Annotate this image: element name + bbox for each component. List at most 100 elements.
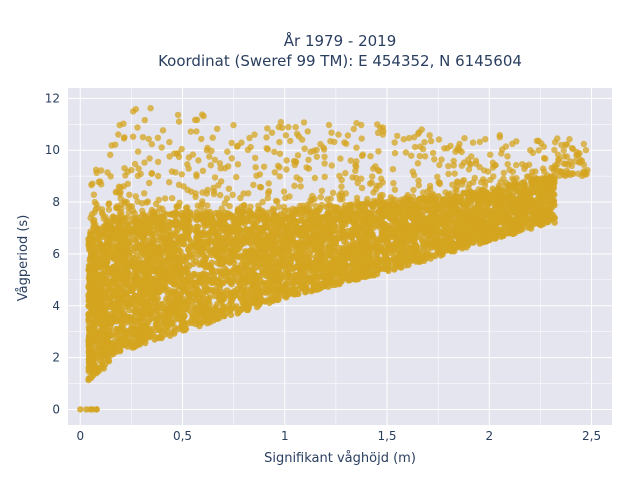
data-point: [132, 304, 139, 311]
data-point: [124, 221, 131, 229]
chart-title: År 1979 - 2019: [284, 31, 397, 50]
data-point: [109, 304, 116, 311]
data-point: [332, 204, 340, 211]
data-point: [85, 368, 92, 375]
data-point: [316, 259, 323, 266]
data-point: [113, 325, 120, 333]
data-point: [161, 265, 168, 272]
data-point: [171, 296, 178, 304]
data-point: [520, 185, 527, 192]
data-point: [202, 239, 209, 246]
data-point: [242, 215, 249, 223]
data-point: [544, 188, 552, 195]
data-point: [211, 292, 219, 300]
data-point: [386, 257, 393, 264]
data-point: [301, 282, 308, 289]
data-point: [126, 242, 134, 249]
data-point: [518, 180, 525, 187]
data-point: [94, 233, 102, 240]
data-point: [286, 256, 294, 263]
data-point: [374, 264, 381, 272]
data-point: [280, 240, 288, 247]
data-point: [295, 231, 303, 239]
data-point: [419, 243, 427, 250]
data-point: [378, 258, 386, 266]
data-point: [333, 214, 340, 221]
data-point: [120, 255, 128, 262]
data-point: [216, 268, 224, 275]
data-point: [170, 305, 177, 312]
data-point: [364, 237, 371, 244]
data-point: [260, 238, 267, 246]
data-point: [354, 246, 362, 253]
data-point: [91, 300, 98, 308]
data-point: [198, 300, 205, 307]
data-point: [100, 296, 108, 303]
data-point: [97, 357, 104, 365]
data-point: [308, 247, 316, 254]
data-point: [394, 209, 402, 216]
data-point: [264, 280, 271, 287]
data-point: [129, 287, 136, 295]
data-point: [116, 339, 123, 346]
data-point: [86, 234, 93, 242]
data-point: [437, 238, 444, 245]
data-point: [333, 227, 340, 234]
data-point: [525, 215, 532, 223]
data-point: [250, 249, 257, 256]
data-point: [125, 317, 132, 324]
data-point: [281, 257, 288, 264]
data-point: [129, 215, 136, 222]
data-point: [106, 279, 113, 286]
data-point: [222, 268, 229, 276]
data-point: [119, 237, 126, 244]
data-point: [160, 223, 167, 231]
data-point: [191, 271, 198, 278]
data-point: [129, 344, 136, 351]
data-point: [453, 205, 460, 213]
data-point: [384, 222, 392, 230]
data-point: [186, 251, 193, 258]
data-point: [396, 242, 403, 249]
data-point: [152, 321, 159, 328]
data-point: [144, 329, 152, 336]
data-point: [516, 223, 523, 230]
data-point: [282, 280, 289, 287]
data-point: [235, 279, 242, 286]
data-point: [271, 241, 279, 248]
data-point: [323, 268, 330, 275]
data-point: [459, 228, 466, 235]
data-point: [332, 240, 339, 247]
data-point: [105, 266, 113, 273]
data-point: [408, 246, 416, 254]
data-point: [164, 251, 171, 258]
data-point: [479, 207, 486, 214]
data-point: [169, 219, 176, 227]
data-point: [259, 243, 266, 251]
data-point: [315, 244, 323, 251]
data-point: [241, 235, 248, 242]
data-point: [117, 347, 124, 354]
data-point: [264, 286, 271, 293]
data-point: [166, 236, 173, 243]
data-point: [115, 249, 122, 256]
data-point: [90, 365, 97, 373]
data-point: [136, 255, 143, 263]
data-point: [89, 260, 97, 267]
data-point: [90, 253, 97, 260]
data-point: [115, 255, 123, 262]
data-point: [148, 245, 155, 252]
data-point: [248, 225, 255, 232]
data-point: [274, 262, 281, 270]
data-point: [246, 256, 253, 263]
data-point: [373, 255, 381, 262]
data-point: [519, 194, 526, 201]
data-point: [426, 213, 434, 220]
data-point: [253, 285, 260, 292]
data-point: [362, 264, 370, 272]
data-point: [504, 201, 512, 209]
data-point: [140, 324, 147, 331]
data-points: [77, 105, 591, 413]
data-point: [187, 238, 195, 246]
data-point: [127, 294, 134, 302]
